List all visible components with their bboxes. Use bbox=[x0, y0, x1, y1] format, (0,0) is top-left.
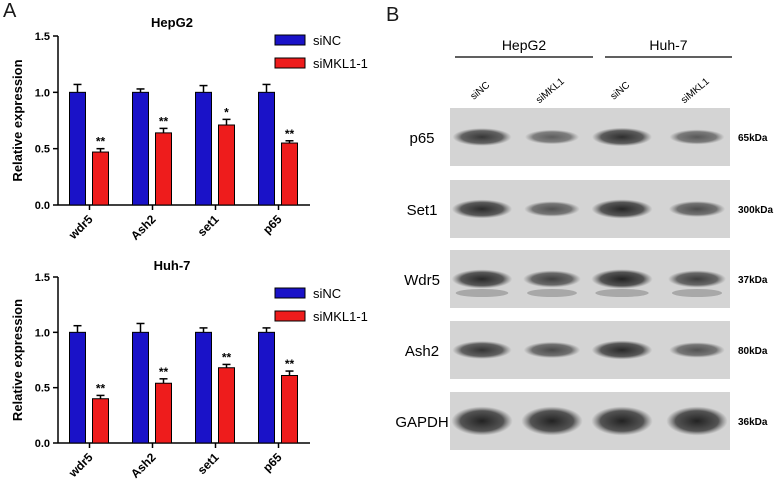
significance-marker: ** bbox=[222, 350, 232, 364]
cell-line-label: HepG2 bbox=[502, 37, 547, 53]
y-tick-label: 0.5 bbox=[35, 144, 50, 156]
band-secondary bbox=[595, 289, 649, 297]
significance-marker: ** bbox=[285, 357, 295, 371]
protein-label: GAPDH bbox=[395, 414, 448, 431]
molecular-weight-label: 36kDa bbox=[738, 417, 768, 428]
legend-swatch bbox=[274, 57, 306, 69]
protein-label: Wdr5 bbox=[404, 272, 440, 289]
molecular-weight-label: 37kDa bbox=[738, 275, 768, 286]
significance-marker: ** bbox=[159, 365, 169, 379]
band bbox=[592, 127, 652, 147]
significance-marker: ** bbox=[96, 135, 106, 149]
band bbox=[667, 270, 727, 288]
legend-label: siNC bbox=[313, 286, 341, 301]
significance-marker: ** bbox=[96, 381, 106, 395]
band bbox=[452, 128, 512, 146]
band bbox=[521, 406, 583, 436]
panel-label-a: A bbox=[3, 0, 17, 22]
blot-row-p65: p65 65kDa bbox=[409, 108, 768, 166]
y-tick-label: 1.0 bbox=[35, 327, 50, 339]
y-tick-label: 1.5 bbox=[35, 31, 50, 43]
protein-label: p65 bbox=[409, 130, 434, 147]
legend-swatch bbox=[274, 287, 306, 299]
y-axis-label: Relative expression bbox=[10, 59, 25, 181]
band bbox=[523, 270, 581, 288]
band bbox=[668, 201, 726, 217]
band bbox=[591, 269, 653, 289]
band bbox=[452, 341, 512, 359]
blot-row-set1: Set1 300kDa bbox=[407, 180, 773, 238]
significance-marker: ** bbox=[159, 114, 169, 128]
blot-row-wdr5: Wdr5 37kDa bbox=[404, 250, 768, 308]
lane-label: siMKL1 bbox=[679, 76, 712, 106]
molecular-weight-label: 300kDa bbox=[738, 205, 773, 216]
lane-label: siNC bbox=[609, 80, 633, 102]
legend-swatch bbox=[274, 310, 306, 322]
band bbox=[666, 406, 728, 436]
y-tick-label: 0.5 bbox=[35, 383, 50, 395]
legend-label: siMKL1-1 bbox=[313, 309, 368, 324]
band bbox=[523, 341, 581, 359]
legend-label: siNC bbox=[313, 33, 341, 48]
molecular-weight-label: 65kDa bbox=[738, 133, 768, 144]
band-secondary bbox=[671, 289, 723, 297]
y-tick-label: 1.0 bbox=[35, 87, 50, 99]
chart-title: HepG2 bbox=[151, 15, 193, 30]
legend-swatch bbox=[274, 34, 306, 46]
band bbox=[451, 199, 513, 219]
y-tick-label: 1.5 bbox=[35, 272, 50, 284]
lane-label: siMKL1 bbox=[534, 76, 567, 106]
molecular-weight-label: 80kDa bbox=[738, 346, 768, 357]
y-axis-label: Relative expression bbox=[10, 299, 25, 421]
band bbox=[591, 340, 653, 360]
blot-row-ash2: Ash2 80kDa bbox=[405, 321, 768, 379]
band bbox=[591, 406, 653, 436]
band-secondary bbox=[527, 289, 577, 297]
protein-label: Ash2 bbox=[405, 343, 439, 360]
blot-row-gapdh: GAPDH 36kDa bbox=[395, 392, 768, 450]
band bbox=[524, 201, 580, 217]
y-tick-label: 0.0 bbox=[35, 200, 50, 212]
cell-line-label: Huh-7 bbox=[649, 37, 687, 53]
band-secondary bbox=[455, 289, 509, 297]
lane-label: siNC bbox=[469, 80, 493, 102]
chart-title: Huh-7 bbox=[154, 258, 191, 273]
band bbox=[524, 129, 580, 145]
band bbox=[669, 129, 725, 145]
panel-label-b: B bbox=[386, 4, 400, 26]
band bbox=[669, 342, 725, 358]
band bbox=[451, 269, 513, 289]
significance-marker: * bbox=[224, 105, 229, 119]
protein-label: Set1 bbox=[407, 202, 438, 219]
significance-marker: ** bbox=[285, 127, 295, 141]
band bbox=[591, 199, 653, 219]
band bbox=[451, 406, 513, 436]
legend-label: siMKL1-1 bbox=[313, 56, 368, 71]
y-tick-label: 0.0 bbox=[35, 438, 50, 450]
